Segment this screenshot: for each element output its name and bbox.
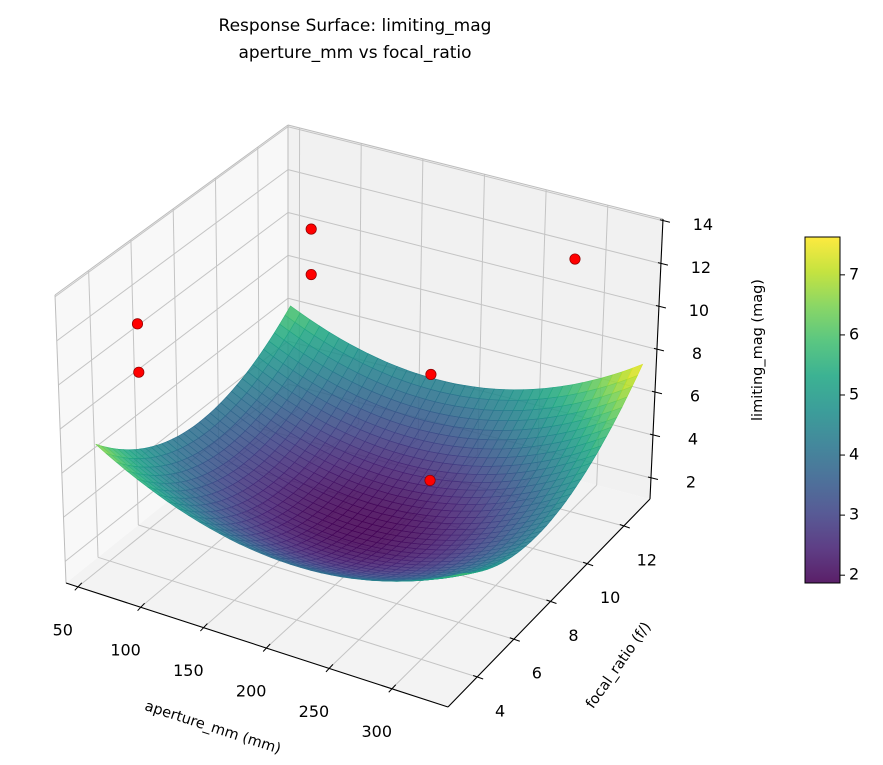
- axis-lines: [65, 218, 671, 708]
- x-tick: [200, 623, 208, 632]
- z-gridline: [287, 254, 658, 350]
- y-gridline: [88, 270, 99, 558]
- surface-patch: [452, 573, 469, 576]
- y-tick: [582, 561, 594, 567]
- x-tick: [262, 643, 271, 652]
- x-tick-label: 200: [236, 681, 267, 700]
- colorbar-tick-label: 5: [849, 384, 859, 403]
- z-tick-label: 4: [688, 430, 698, 449]
- z-gridline: [61, 297, 289, 474]
- y-tick: [546, 599, 557, 604]
- z-gridline: [287, 126, 664, 222]
- y-tick-label: 6: [532, 664, 542, 683]
- y-tick: [619, 524, 630, 529]
- data-point: [131, 318, 144, 330]
- z-tick-label: 2: [686, 472, 696, 491]
- z-gridline: [58, 212, 289, 386]
- colorbar-gradient: [805, 237, 840, 583]
- data-point: [425, 368, 437, 381]
- x-tick-label: 300: [361, 722, 392, 741]
- z-tick-label: 6: [690, 387, 700, 406]
- pane-edge: [54, 124, 289, 296]
- z-axis-line: [649, 218, 664, 500]
- y-gridline: [138, 524, 514, 640]
- x-tick-label: 100: [110, 641, 141, 660]
- z-tick: [651, 390, 663, 395]
- z-tick-label: 14: [693, 215, 713, 234]
- colorbar: 2 3 4 5 6 7: [804, 236, 859, 584]
- z-tick-label: 12: [691, 258, 711, 277]
- x-axis-line: [65, 582, 449, 708]
- x-gridline: [391, 484, 598, 690]
- x-tick: [74, 582, 83, 591]
- z-tick-label: 8: [692, 344, 702, 363]
- surface: [95, 305, 644, 582]
- z-gridline: [287, 211, 660, 307]
- x-tick: [137, 602, 145, 612]
- y-tick-label: 10: [600, 588, 620, 607]
- data-point: [569, 253, 581, 265]
- z-tick: [647, 476, 659, 480]
- y-tick: [509, 637, 520, 642]
- z-gridline: [287, 169, 662, 265]
- x-tick-label: 150: [173, 661, 204, 680]
- y-axis-line: [447, 498, 651, 708]
- y-gridline: [97, 556, 478, 678]
- z-gridline: [287, 297, 656, 393]
- colorbar-tick-label: 3: [849, 505, 859, 524]
- y-axis-label: focal_ratio (f/): [583, 619, 654, 711]
- z-tick: [653, 347, 665, 352]
- colorbar-tick-label: 4: [849, 445, 859, 464]
- colorbar-tick-label: 6: [849, 324, 859, 343]
- z-axis-label: limiting_mag (mag): [750, 279, 766, 421]
- pane-edge: [54, 294, 67, 584]
- pane-edge: [287, 124, 664, 220]
- z-gridline: [54, 126, 289, 298]
- data-point: [133, 366, 145, 378]
- chart-subtitle: aperture_mm vs focal_ratio: [238, 43, 471, 63]
- x-tick: [388, 684, 397, 693]
- colorbar-tick-label: 7: [849, 264, 859, 283]
- data-point: [305, 223, 317, 235]
- y-tick-label: 8: [568, 626, 578, 645]
- scatter-points: [131, 223, 581, 486]
- x-tick-label: 50: [53, 620, 73, 639]
- data-point: [424, 474, 436, 486]
- y-tick-label: 4: [495, 701, 505, 720]
- z-gridline: [59, 254, 289, 430]
- x-axis-label: aperture_mm (mm): [143, 698, 283, 757]
- colorbar-tick-label: 2: [849, 565, 859, 584]
- z-tick: [649, 433, 661, 438]
- x-tick: [325, 664, 334, 673]
- y-tick: [472, 675, 484, 680]
- tick-labels: 50 100 150 200 250 300 4 6 8 10 12 2 4 6 8 10 12 14: [53, 215, 713, 741]
- y-tick-label: 12: [637, 550, 657, 569]
- data-point: [305, 268, 317, 281]
- z-tick-label: 10: [689, 301, 709, 320]
- left-pane: [55, 125, 288, 583]
- colorbar-frame: [804, 236, 841, 584]
- z-tick: [659, 219, 671, 223]
- chart-title: Response Surface: limiting_mag: [219, 16, 492, 36]
- z-tick: [655, 304, 667, 309]
- z-tick: [657, 262, 669, 266]
- x-tick-label: 250: [299, 702, 330, 721]
- z-gridline: [56, 169, 289, 342]
